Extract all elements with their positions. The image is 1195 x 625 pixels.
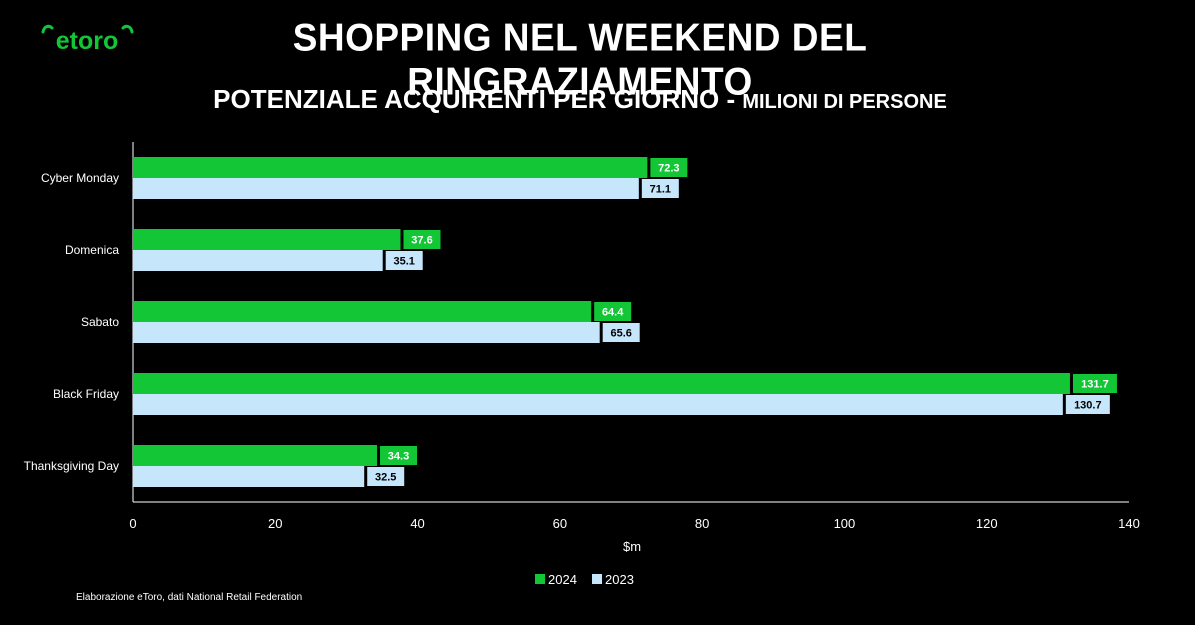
data-label: 72.3: [658, 163, 679, 175]
category-label: Sabato: [81, 315, 119, 329]
data-label: 35.1: [394, 256, 415, 268]
data-label: 131.7: [1081, 379, 1109, 391]
bar-2023: [133, 250, 383, 271]
source-note: Elaborazione eToro, dati National Retail…: [76, 592, 303, 603]
bar-2023: [133, 466, 365, 487]
data-label: 64.4: [602, 307, 624, 319]
bar-2023: [133, 322, 600, 343]
subtitle-main: POTENZIALE ACQUIRENTI PER GIORNO -: [213, 84, 743, 114]
data-label-box: [1065, 395, 1110, 414]
logo-left-horn: [41, 24, 54, 34]
x-tick-label: 60: [553, 516, 567, 531]
legend-swatch-2024: [535, 574, 545, 584]
data-label-box: [602, 323, 640, 342]
legend-label: 2024: [548, 572, 577, 587]
legend-swatch-2023: [592, 574, 602, 584]
category-label: Thanksgiving Day: [24, 459, 119, 473]
x-tick-label: 0: [129, 516, 136, 531]
data-label: 32.5: [375, 472, 396, 484]
chart-title: SHOPPING NEL WEEKEND DEL RINGRAZIAMENTO: [292, 15, 868, 104]
category-label: Cyber Monday: [41, 171, 119, 185]
legend-label: 2023: [605, 572, 634, 587]
data-label: 37.6: [411, 235, 432, 247]
data-label-box: [385, 251, 423, 270]
logo-right-horn: [121, 24, 134, 34]
data-label: 34.3: [388, 451, 409, 463]
subtitle-unit: MILIONI DI PERSONE: [742, 91, 947, 113]
logo-text: etoro: [56, 27, 119, 54]
x-tick-label: 140: [1118, 516, 1140, 531]
bar-2024: [133, 157, 648, 178]
x-tick-label: 100: [834, 516, 856, 531]
data-label-box: [641, 179, 679, 198]
bar-2024: [133, 445, 378, 466]
data-label-box: [367, 467, 405, 486]
x-tick-label: 40: [410, 516, 424, 531]
category-label: Black Friday: [53, 387, 119, 401]
data-label-box: [594, 302, 632, 321]
bar-2023: [133, 178, 639, 199]
x-tick-label: 80: [695, 516, 709, 531]
bar-2024: [133, 373, 1070, 394]
chart-subtitle: POTENZIALE ACQUIRENTI PER GIORNO - MILIO…: [160, 84, 1000, 115]
bar-2024: [133, 229, 401, 250]
data-label-box: [1072, 374, 1117, 393]
data-label-box: [380, 446, 418, 465]
category-label: Domenica: [65, 243, 119, 257]
data-label: 130.7: [1074, 400, 1102, 412]
bar-2024: [133, 301, 592, 322]
etoro-logo: etoro: [41, 24, 134, 54]
bar-2023: [133, 394, 1063, 415]
x-tick-label: 20: [268, 516, 282, 531]
x-tick-label: 120: [976, 516, 998, 531]
data-label-box: [650, 158, 688, 177]
data-label: 71.1: [650, 184, 671, 196]
data-label-box: [403, 230, 441, 249]
x-axis-title: $m: [623, 539, 641, 554]
data-label: 65.6: [610, 328, 631, 340]
